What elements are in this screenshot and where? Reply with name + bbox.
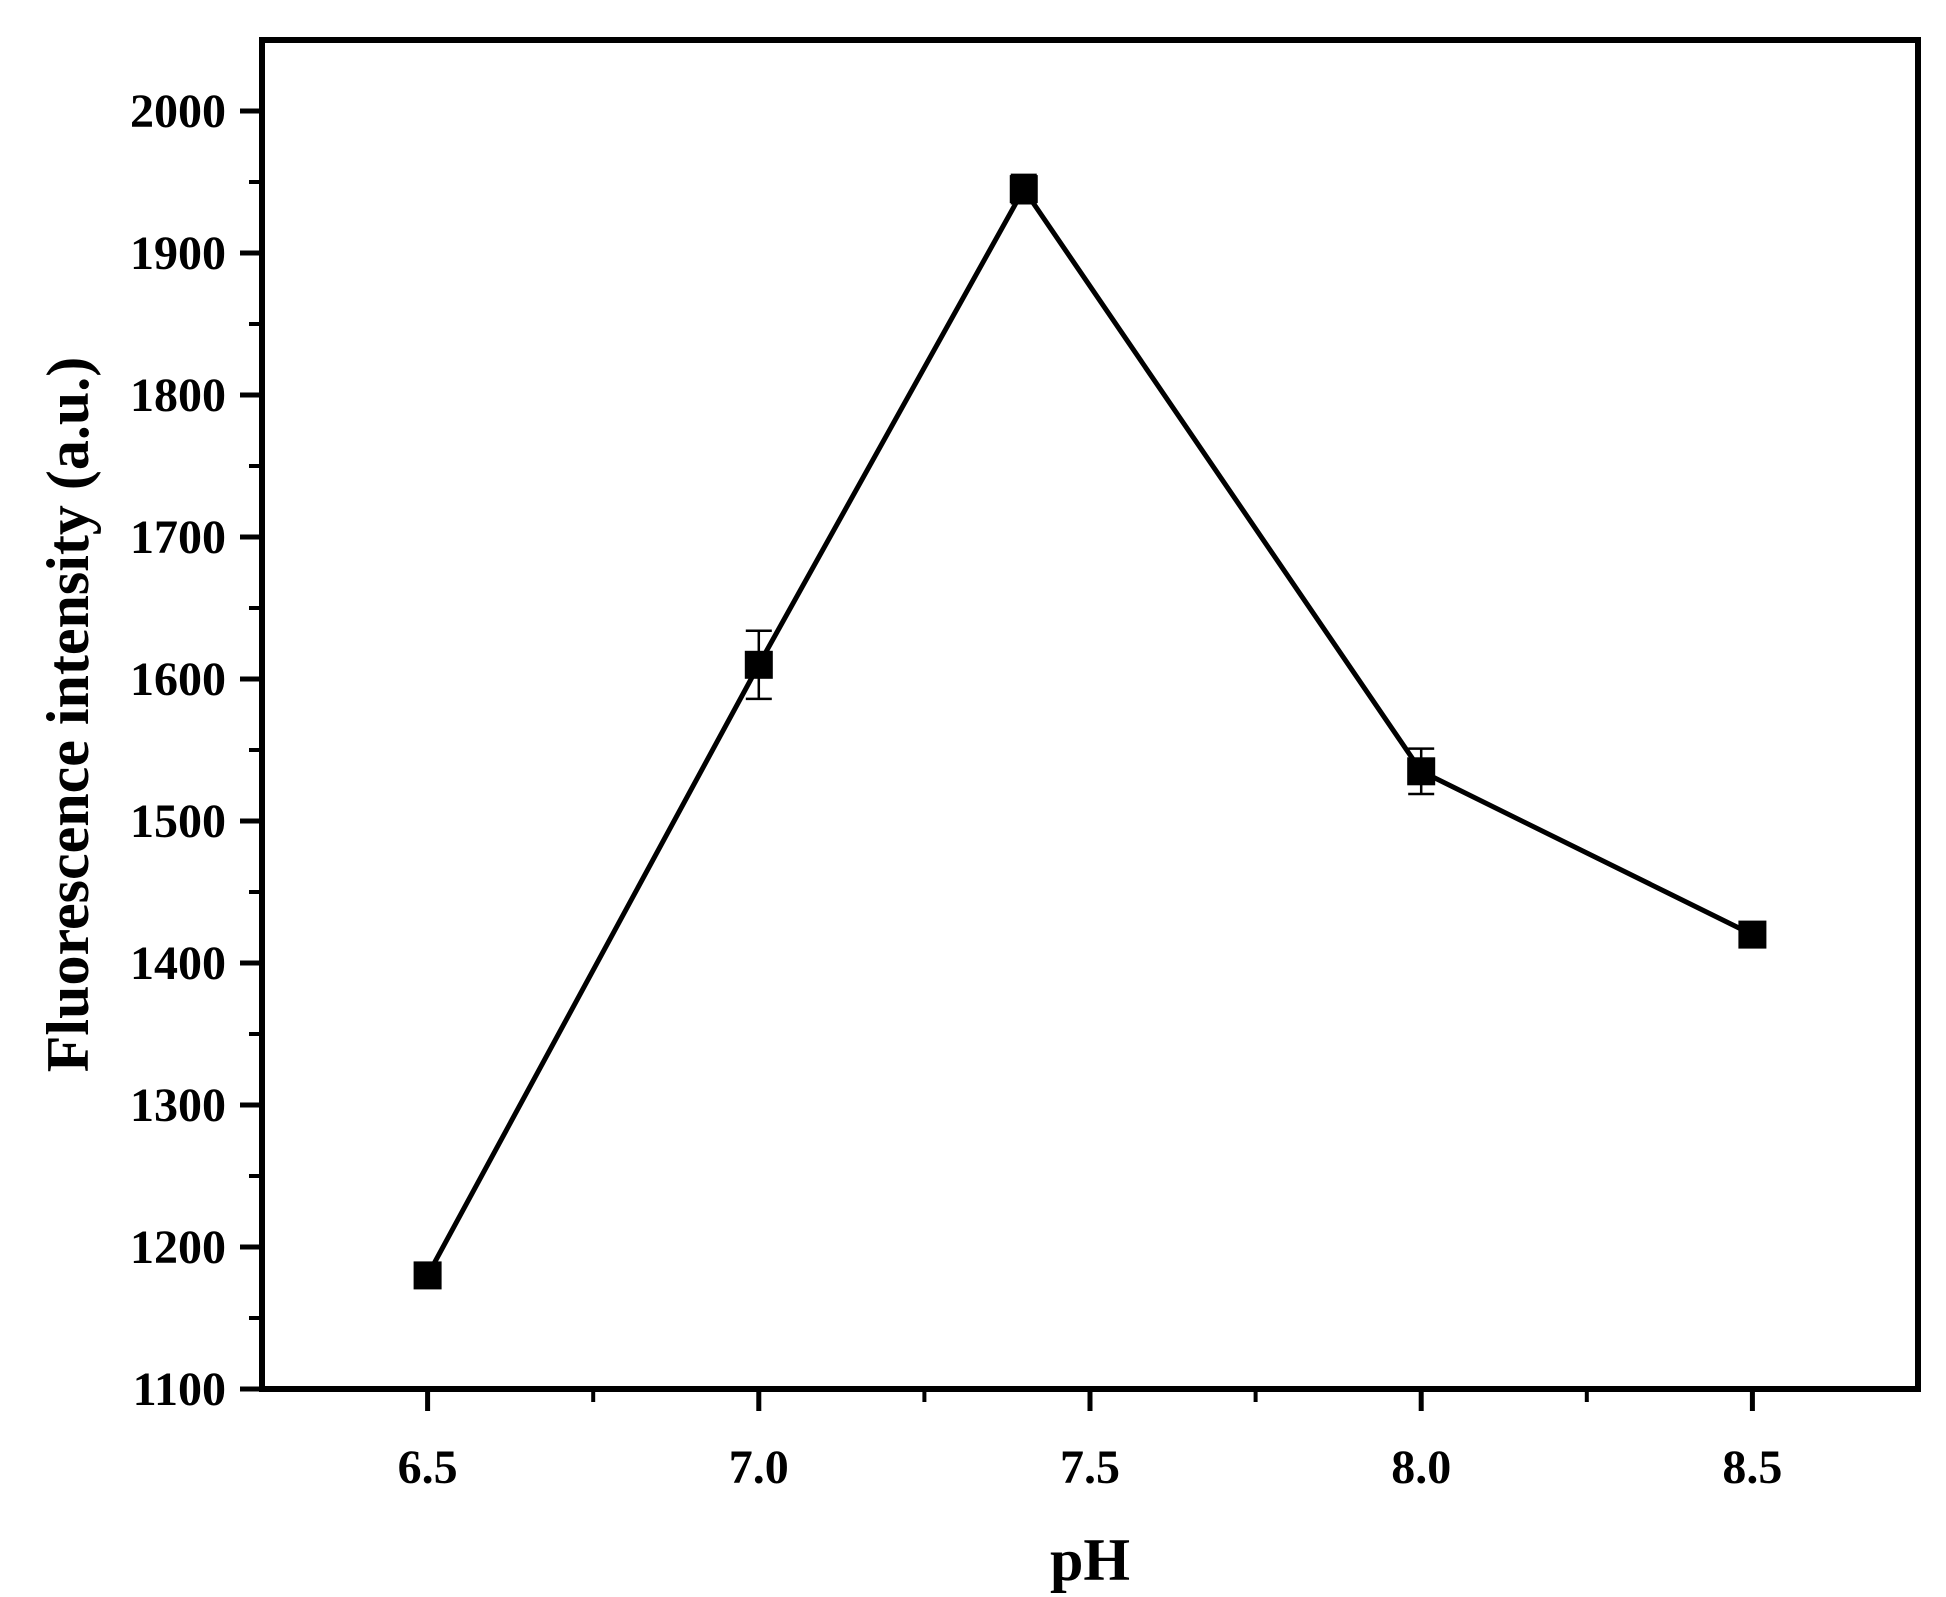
y-tick-label: 1700 bbox=[130, 511, 226, 564]
series-line bbox=[425, 186, 1754, 1277]
x-tick-label: 7.5 bbox=[1060, 1441, 1120, 1494]
y-tick-label: 1900 bbox=[130, 227, 226, 280]
y-tick-label: 2000 bbox=[130, 85, 226, 138]
plot-frame bbox=[259, 37, 1921, 1392]
y-tick-label: 1800 bbox=[130, 369, 226, 422]
data-point-marker bbox=[1738, 920, 1767, 949]
x-tick-label: 7.0 bbox=[729, 1441, 789, 1494]
x-axis-title: pH bbox=[1050, 1527, 1130, 1593]
data-point-marker bbox=[744, 650, 773, 679]
major-ticks bbox=[240, 108, 1755, 1411]
x-tick-label: 8.0 bbox=[1391, 1441, 1451, 1494]
y-tick-label: 1500 bbox=[130, 795, 226, 848]
y-tick-label: 1600 bbox=[130, 653, 226, 706]
y-tick-label: 1300 bbox=[130, 1079, 226, 1132]
y-tick-label: 1200 bbox=[130, 1221, 226, 1274]
tick-labels: 6.5 7.0 7.5 8.0 8.5 1100 1200 1300 1400 1500 1600 1… bbox=[130, 85, 1782, 1494]
x-tick-label: 6.5 bbox=[398, 1441, 458, 1494]
y-tick-label: 1400 bbox=[130, 937, 226, 990]
minor-ticks bbox=[249, 180, 1589, 1402]
plot-content bbox=[413, 173, 1767, 1290]
data-point-marker bbox=[413, 1261, 442, 1290]
data-point-marker bbox=[1009, 175, 1038, 204]
data-point-marker bbox=[1407, 757, 1436, 786]
y-tick-label: 1100 bbox=[133, 1363, 226, 1416]
x-tick-label: 8.5 bbox=[1722, 1441, 1782, 1494]
y-axis-title: Fluorescence intensity (a.u.) bbox=[35, 357, 101, 1072]
